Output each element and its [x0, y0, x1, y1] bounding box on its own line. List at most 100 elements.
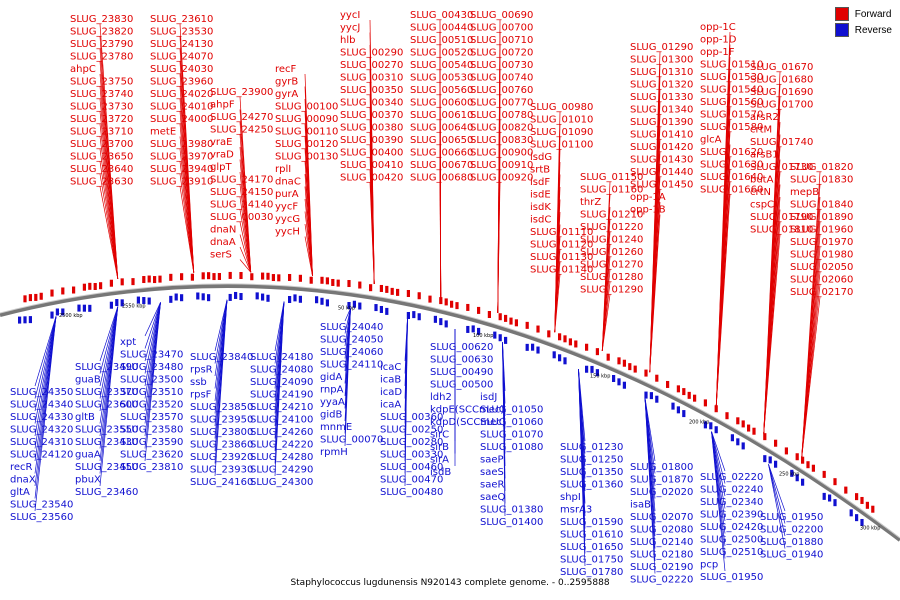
forward-gene-label: SLUG_01680 [750, 75, 813, 86]
reverse-leader-line [214, 299, 228, 352]
reverse-gene-label: sirB [430, 442, 449, 453]
forward-gene [239, 272, 243, 280]
forward-gene-label: SLUG_00640 [410, 123, 473, 134]
reverse-gene-label: SLUG_24220 [250, 440, 313, 451]
reverse-gene [563, 357, 567, 365]
reverse-gene [109, 301, 113, 309]
forward-leader-line [239, 209, 252, 273]
forward-gene [142, 276, 146, 284]
reverse-gene-label: rpsF [190, 390, 212, 401]
reverse-gene [801, 478, 805, 486]
forward-gene-label: SLUG_01830 [790, 175, 853, 186]
reverse-swatch [834, 23, 849, 37]
reverse-gene [417, 313, 421, 321]
forward-gene-label: SLUG_00980 [530, 102, 593, 113]
reverse-gene [466, 325, 470, 333]
forward-gene [547, 330, 551, 338]
forward-gene-label: SLUG_00730 [470, 60, 533, 71]
forward-gene-label: yycJ [340, 23, 360, 34]
reverse-gene [255, 292, 259, 300]
forward-gene [417, 292, 421, 300]
reverse-gene-label: SLUG_00280 [380, 437, 443, 448]
reverse-gene-label: gidA [320, 372, 342, 383]
legend: Forward Reverse [834, 6, 892, 38]
forward-gene-label: SLUG_01630 [700, 160, 763, 171]
reverse-gene [50, 311, 54, 319]
forward-gene [82, 283, 86, 291]
reverse-gene [590, 365, 594, 373]
legend-forward-label: Forward [854, 8, 892, 20]
reverse-gene [644, 391, 648, 399]
reverse-gene [741, 442, 745, 450]
forward-gene-label: SLUG_01840 [790, 200, 853, 211]
reverse-gene [374, 304, 378, 312]
reverse-gene-label: yyaA [320, 397, 345, 408]
forward-gene-label: SLUG_01150 [580, 172, 643, 183]
reverse-leader-line [344, 308, 351, 322]
forward-gene [288, 273, 292, 281]
forward-gene [736, 417, 740, 425]
reverse-gene [595, 369, 599, 377]
reverse-gene-label: SLUG_00470 [380, 475, 443, 486]
reverse-gene [55, 308, 59, 316]
reverse-gene [315, 296, 319, 304]
reverse-gene [682, 410, 686, 418]
forward-gene-label: opp-1A [630, 192, 666, 203]
reverse-gene-label: SLUG_23560 [10, 512, 73, 523]
reverse-gene [552, 351, 556, 359]
forward-gene-label: SLUG_01540 [700, 85, 763, 96]
forward-gene [833, 478, 837, 486]
forward-gene-label: vraD [210, 150, 234, 161]
forward-leader-line [304, 223, 313, 277]
forward-gene-label: SLUG_01450 [630, 180, 693, 191]
reverse-gene [136, 296, 140, 304]
forward-gene-label: mepB [790, 187, 819, 198]
forward-gene [525, 321, 529, 329]
forward-gene-label: SLUG_01110 [530, 227, 593, 238]
reverse-gene [88, 304, 92, 312]
reverse-leader-line [711, 431, 726, 472]
forward-gene-label: SLUG_00770 [470, 98, 533, 109]
forward-gene-label: SLUG_01530 [700, 72, 763, 83]
reverse-leader-line [34, 316, 57, 412]
reverse-gene-label: SLUG_23540 [10, 500, 73, 511]
reverse-gene-label: icaC [380, 362, 401, 373]
forward-gene [406, 289, 410, 297]
forward-gene-label: opp-1B [630, 205, 666, 216]
forward-gene-label: SLUG_23640 [70, 164, 133, 175]
reverse-gene-label: sirC [430, 430, 449, 441]
forward-gene [574, 340, 578, 348]
reverse-gene-label: gidB [320, 410, 342, 421]
forward-leader-line [304, 236, 313, 277]
reverse-gene-label: SLUG_23500 [120, 375, 183, 386]
reverse-gene [828, 494, 832, 502]
forward-gene [320, 276, 324, 284]
forward-gene-label: SLUG_00530 [410, 73, 473, 84]
reverse-gene [649, 392, 653, 400]
forward-gene-label: SLUG_00130 [275, 152, 338, 163]
forward-gene [158, 275, 162, 283]
forward-gene-label: SLUG_01410 [630, 130, 693, 141]
forward-gene-label: glpT [210, 162, 232, 173]
forward-gene [444, 298, 448, 306]
forward-gene-label: SLUG_00510 [410, 35, 473, 46]
reverse-leader-line [768, 464, 786, 537]
reverse-gene [169, 295, 173, 303]
forward-gene-label: SLUG_00760 [470, 85, 533, 96]
reverse-gene [180, 294, 184, 302]
forward-gene [39, 292, 43, 300]
forward-gene-label: dnaN [210, 225, 236, 236]
forward-gene [714, 405, 718, 413]
reverse-gene-label: icaA [380, 400, 401, 411]
forward-gene-label: SLUG_01220 [580, 222, 643, 233]
forward-gene [358, 281, 362, 289]
forward-leader-line [179, 186, 195, 273]
forward-gene-label: srtB [530, 165, 550, 176]
reverse-gene-label: SLUG_01650 [560, 542, 623, 553]
reverse-gene [504, 336, 508, 344]
forward-gene [860, 496, 864, 504]
reverse-gene-label: SLUG_24080 [250, 365, 313, 376]
reverse-gene [833, 499, 837, 507]
